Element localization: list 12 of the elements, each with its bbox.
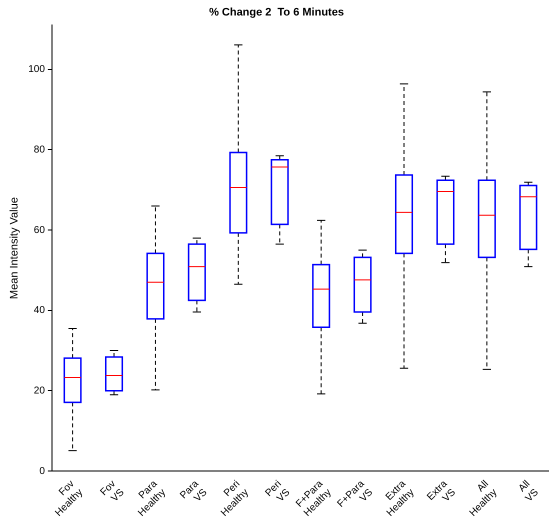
chart-title: % Change 2 To 6 Minutes xyxy=(209,6,344,19)
x-tick-label: All VS xyxy=(516,478,542,504)
y-tick-label: 0 xyxy=(39,466,46,477)
x-tick-label: Peri VS xyxy=(263,478,293,504)
x-tick-label: Fov VS xyxy=(98,478,127,504)
y-tick-label: 40 xyxy=(34,305,46,316)
y-tick-label: 20 xyxy=(34,385,46,396)
x-tick-label: Para VS xyxy=(178,478,210,504)
y-tick-label: 80 xyxy=(34,144,46,156)
y-tick-label: 60 xyxy=(34,224,46,236)
y-tick-label: 100 xyxy=(28,64,46,76)
y-axis-title: Mean Intensity Value xyxy=(8,197,21,300)
